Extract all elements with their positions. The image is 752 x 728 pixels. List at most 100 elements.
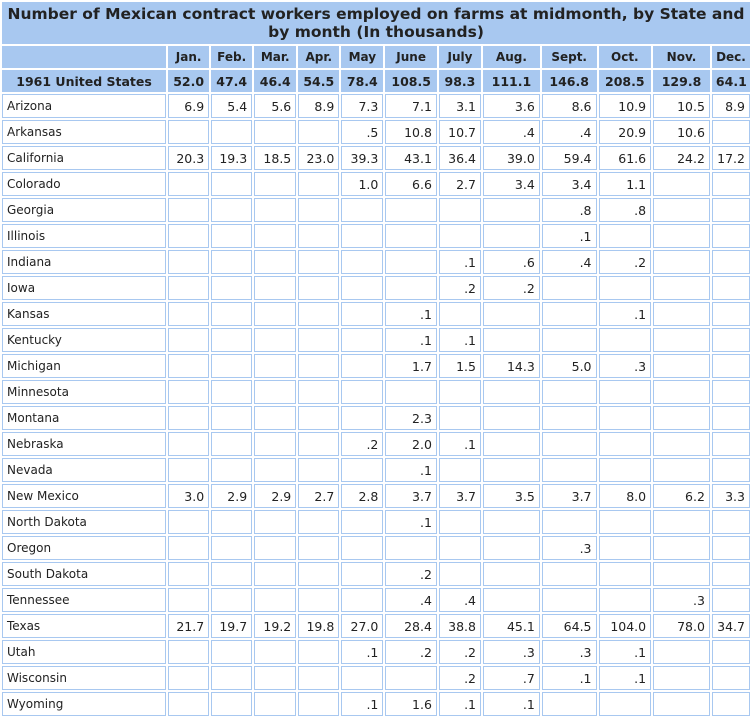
- table-cell: [298, 562, 340, 586]
- table-cell: 20.9: [598, 120, 652, 144]
- table-cell: .7: [483, 666, 540, 690]
- table-cell: [711, 120, 750, 144]
- table-cell: 1.5: [438, 354, 481, 378]
- table-cell: [483, 562, 540, 586]
- table-cell: [254, 198, 297, 222]
- table-cell: 10.7: [438, 120, 481, 144]
- table-cell: [341, 302, 384, 326]
- table-row: Texas 21.7 19.7 19.2 19.8 27.0 28.4 38.8 45.1 64.…: [2, 614, 750, 638]
- table-cell: [483, 458, 540, 482]
- table-cell: [211, 432, 253, 456]
- table-cell: 10.9: [598, 94, 652, 118]
- table-cell: 39.0: [483, 146, 540, 170]
- table-cell: [653, 640, 710, 664]
- table-cell: .4: [438, 588, 481, 612]
- table-cell: [598, 692, 652, 716]
- month-header: Jan.: [168, 46, 210, 68]
- table-cell: .3: [541, 640, 597, 664]
- state-label: New Mexico: [2, 484, 167, 508]
- table-cell: [711, 328, 750, 352]
- table-cell: .2: [598, 250, 652, 274]
- table-cell: [298, 692, 340, 716]
- table-cell: [168, 510, 210, 534]
- state-label: Oregon: [2, 536, 167, 560]
- table-cell: [483, 380, 540, 404]
- table-cell: [711, 562, 750, 586]
- table-cell: [254, 250, 297, 274]
- table-row: South Dakota .2: [2, 562, 750, 586]
- table-cell: [341, 224, 384, 248]
- title-row: Number of Mexican contract workers emplo…: [2, 2, 750, 44]
- table-cell: .1: [541, 666, 597, 690]
- table-cell: [341, 666, 384, 690]
- table-cell: [168, 588, 210, 612]
- table-cell: [598, 536, 652, 560]
- table-cell: [541, 302, 597, 326]
- state-label: Minnesota: [2, 380, 167, 404]
- table-cell: [653, 562, 710, 586]
- table-cell: [211, 328, 253, 352]
- table-cell: [385, 276, 437, 300]
- table-cell: [254, 510, 297, 534]
- table-cell: 19.2: [254, 614, 297, 638]
- table-cell: [211, 172, 253, 196]
- table-cell: [711, 250, 750, 274]
- total-value: 146.8: [541, 70, 597, 92]
- table-cell: .1: [385, 458, 437, 482]
- table-cell: .1: [598, 666, 652, 690]
- table-cell: 27.0: [341, 614, 384, 638]
- table-cell: [341, 588, 384, 612]
- table-row: California 20.3 19.3 18.5 23.0 39.3 43.1 36.4 39…: [2, 146, 750, 170]
- table-cell: [598, 380, 652, 404]
- table-cell: 6.9: [168, 94, 210, 118]
- table-cell: [341, 406, 384, 430]
- table-cell: [211, 640, 253, 664]
- table-cell: [541, 406, 597, 430]
- table-cell: 3.6: [483, 94, 540, 118]
- table-cell: [298, 432, 340, 456]
- table-cell: [168, 536, 210, 560]
- table-row: Colorado 1.0 6.6 2.7 3.4 3.4 1.1: [2, 172, 750, 196]
- table-row: North Dakota .1: [2, 510, 750, 534]
- table-cell: [168, 276, 210, 300]
- state-label: Michigan: [2, 354, 167, 378]
- state-label: California: [2, 146, 167, 170]
- table-cell: 24.2: [653, 146, 710, 170]
- table-cell: [211, 380, 253, 404]
- table-cell: [711, 588, 750, 612]
- table-cell: [168, 692, 210, 716]
- table-cell: .2: [483, 276, 540, 300]
- table-cell: 38.8: [438, 614, 481, 638]
- table-cell: .1: [341, 692, 384, 716]
- table-cell: .2: [438, 640, 481, 664]
- table-cell: .1: [385, 302, 437, 326]
- table-cell: .1: [341, 640, 384, 664]
- table-cell: [298, 302, 340, 326]
- table-cell: 19.7: [211, 614, 253, 638]
- table-cell: [598, 224, 652, 248]
- month-header: Feb.: [211, 46, 253, 68]
- table-row: Tennessee .4.4 .3: [2, 588, 750, 612]
- table-row: Nebraska .2 2.0.1: [2, 432, 750, 456]
- table-cell: 34.7: [711, 614, 750, 638]
- state-label: Nebraska: [2, 432, 167, 456]
- table-cell: [211, 120, 253, 144]
- state-label: Arkansas: [2, 120, 167, 144]
- state-label: Indiana: [2, 250, 167, 274]
- table-cell: 2.9: [211, 484, 253, 508]
- table-cell: [254, 328, 297, 352]
- state-label: Nevada: [2, 458, 167, 482]
- table-cell: [438, 224, 481, 248]
- table-cell: 3.1: [438, 94, 481, 118]
- table-row: New Mexico 3.0 2.9 2.9 2.7 2.8 3.7 3.7 3.5 3.7 8.0…: [2, 484, 750, 508]
- table-cell: [653, 406, 710, 430]
- table-cell: [438, 302, 481, 326]
- state-label: Kentucky: [2, 328, 167, 352]
- table-cell: 10.8: [385, 120, 437, 144]
- table-cell: [298, 640, 340, 664]
- table-cell: [653, 224, 710, 248]
- table-cell: [211, 562, 253, 586]
- table-row: Nevada .1: [2, 458, 750, 482]
- table-cell: .1: [385, 328, 437, 352]
- table-cell: [711, 172, 750, 196]
